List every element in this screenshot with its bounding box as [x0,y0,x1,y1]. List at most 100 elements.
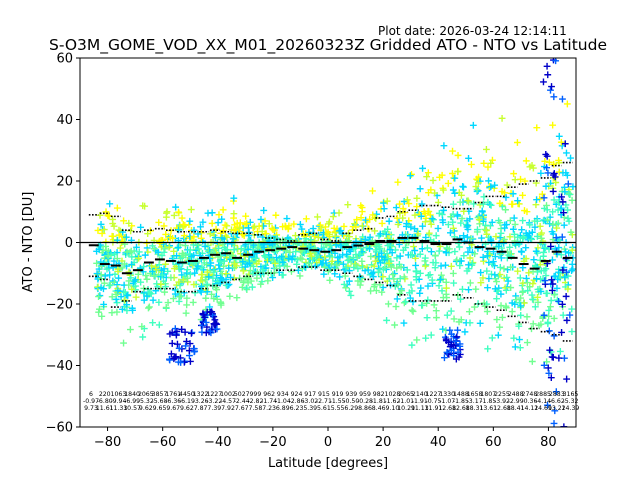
scatter-point [428,215,436,223]
scatter-point [542,272,550,279]
scatter-point [449,170,456,177]
scatter-point [175,344,183,352]
scatter-point [370,262,378,270]
scatter-point [507,263,515,271]
scatter-point [437,262,445,270]
scatter-point [183,274,191,282]
scatter-point [485,275,493,282]
scatter-point [540,248,547,256]
scatter-point [293,260,301,268]
bin-stat-mean: -0.50 [343,398,359,405]
scatter-point [164,267,172,275]
y-tick-label: 60 [56,52,73,67]
x-tick-label: −20 [259,435,286,450]
scatter-point [305,229,313,236]
scatter-point [519,191,526,199]
scatter-point [526,283,534,291]
scatter-point [468,161,475,168]
scatter-point [540,311,548,319]
scatter-point [101,272,109,280]
scatter-point [563,375,571,383]
scatter-point [509,225,517,233]
bin-stat-std: 5.55 [331,405,345,412]
scatter-point [128,285,136,293]
scatter-point [245,259,253,267]
scatter-point [180,251,188,259]
scatter-point [288,268,295,275]
scatter-point [174,244,182,251]
scatter-point [259,266,267,274]
scatter-point [496,219,504,227]
scatter-point [260,207,268,214]
scatter-point [188,253,195,261]
scatter-point [486,201,494,208]
scatter-point [509,190,517,198]
bin-stat-std: 7.58 [249,405,263,412]
scatter-point [545,312,553,320]
scatter-point [555,132,563,140]
scatter-point [357,238,365,245]
scatter-point [406,289,413,297]
scatter-point [442,249,450,257]
scatter-point [396,290,404,297]
scatter-point [381,228,389,235]
scatter-point [559,198,567,206]
bin-stat-std: 9.62 [180,405,194,412]
scatter-point [121,260,128,268]
scatter-point [569,183,576,191]
scatter-point [118,264,126,272]
scatter-point [491,181,499,189]
scatter-point [553,296,561,304]
scatter-point [357,214,365,222]
scatter-points [93,58,576,427]
scatter-point [561,140,569,148]
scatter-point [203,280,211,288]
scatter-point [536,222,544,230]
scatter-point [504,277,512,285]
scatter-point [337,242,345,250]
scatter-point [286,248,294,256]
scatter-point [166,330,174,338]
scatter-point [319,259,327,267]
scatter-point [335,227,343,235]
scatter-point [227,274,234,281]
scatter-point [103,265,111,273]
scatter-point [477,279,485,287]
scatter-point [399,205,407,213]
scatter-point [222,270,230,278]
scatter-point [375,268,382,276]
scatter-point [200,311,208,319]
scatter-point [564,272,572,280]
scatter-point [375,253,383,261]
scatter-point [183,301,191,309]
scatter-point [212,284,220,291]
scatter-point [471,250,479,258]
scatter-point [447,229,454,237]
scatter-point [559,311,567,319]
bin-stat-count: 959 [359,391,371,398]
scatter-point [495,242,502,250]
bin-stat-mean: -0.36 [521,398,537,405]
scatter-point [138,323,146,330]
scatter-point [101,279,108,287]
scatter-point [502,286,510,294]
bin-stat-count: 919 [332,391,344,398]
scatter-point [545,307,553,314]
scatter-point [385,275,393,283]
scatter-point [262,253,270,261]
scatter-point [143,275,151,283]
scatter-point [394,178,402,186]
scatter-point [478,207,486,215]
scatter-point [483,308,491,315]
scatter-point [106,271,114,279]
scatter-point [210,268,218,276]
scatter-point [108,232,116,240]
scatter-point [186,340,194,347]
scatter-point [475,173,482,181]
scatter-point [506,243,514,251]
scatter-point [171,353,179,361]
bin-stat-count: 1227 [206,391,222,398]
scatter-point [177,255,184,262]
scatter-point [179,276,187,284]
scatter-point [408,306,416,314]
